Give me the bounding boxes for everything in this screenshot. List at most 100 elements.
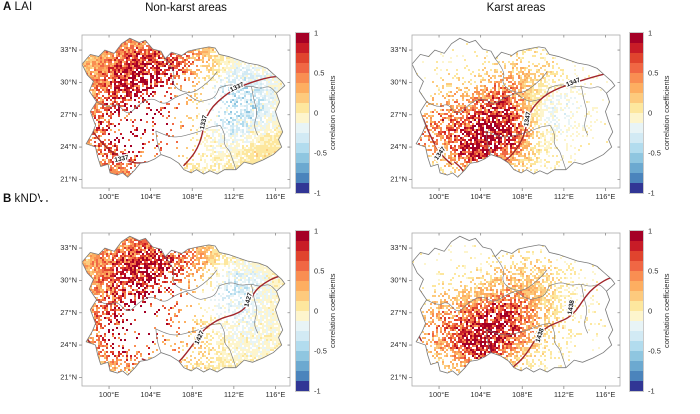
- colorbar-segment: [296, 311, 309, 321]
- colorbar-segment: [630, 341, 643, 351]
- colorbar-segment: [296, 53, 309, 63]
- colorbar-segment: [630, 311, 643, 321]
- colorbar-segment: [630, 351, 643, 361]
- colorbar-tick: 0: [314, 306, 319, 316]
- column-title-nonkarst: Non-karst areas: [145, 2, 227, 14]
- colorbar-gradient: [295, 32, 310, 194]
- colorbar: 1 0.5 0 -0.5 -1 correlation coefficients: [629, 29, 700, 199]
- colorbar-segment: [630, 43, 643, 53]
- column-title-karst: Karst areas: [486, 2, 546, 14]
- map-panel-lai-nonkarst: Non-karst areas 1 0.5 0 -0.5 -1 correlation …: [0, 0, 350, 200]
- colorbar-tick: 0.5: [648, 266, 659, 276]
- colorbar-segment: [296, 251, 309, 261]
- colorbar-segment: [630, 133, 643, 143]
- colorbar-segment: [296, 103, 309, 113]
- colorbar-segment: [630, 371, 643, 381]
- colorbar-segment: [296, 241, 309, 251]
- colorbar-segment: [296, 281, 309, 291]
- colorbar-segment: [630, 163, 643, 173]
- colorbar-segment: [630, 123, 643, 133]
- colorbar-segment: [296, 271, 309, 281]
- colorbar-tick: -0.5: [648, 148, 661, 158]
- map-canvas-lai-karst: [370, 25, 640, 200]
- colorbar-tick: -0.5: [648, 346, 661, 356]
- colorbar-segment: [630, 143, 643, 153]
- colorbar-tick: -1: [648, 188, 655, 198]
- colorbar-segment: [296, 83, 309, 93]
- map-canvas-kndvi-nonkarst: [40, 223, 310, 398]
- colorbar-tick: 0.5: [648, 68, 659, 78]
- colorbar-tick: 0: [648, 306, 653, 316]
- colorbar-tick: 0: [314, 108, 319, 118]
- colorbar-segment: [630, 173, 643, 183]
- colorbar-tick: 0: [648, 108, 653, 118]
- colorbar-segment: [630, 381, 643, 391]
- colorbar-segment: [296, 261, 309, 271]
- colorbar-label: correlation coefficients: [662, 75, 671, 151]
- colorbar-segment: [296, 301, 309, 311]
- colorbar-segment: [630, 281, 643, 291]
- colorbar: 1 0.5 0 -0.5 -1 correlation coefficients: [629, 227, 700, 397]
- colorbar-segment: [630, 113, 643, 123]
- colorbar-gradient: [295, 230, 310, 392]
- colorbar-segment: [630, 63, 643, 73]
- colorbar-tick: -1: [648, 386, 655, 396]
- colorbar-segment: [296, 321, 309, 331]
- map-panel-kndvi-karst: 1 0.5 0 -0.5 -1 correlation coefficients: [350, 198, 700, 398]
- colorbar-segment: [296, 73, 309, 83]
- panel-label-a: A LAI: [3, 1, 32, 13]
- colorbar-segment: [296, 173, 309, 183]
- colorbar-tick: 0.5: [314, 68, 325, 78]
- colorbar-segment: [296, 331, 309, 341]
- colorbar-gradient: [629, 32, 644, 194]
- colorbar-segment: [630, 271, 643, 281]
- colorbar-segment: [296, 381, 309, 391]
- colorbar-segment: [630, 251, 643, 261]
- map-canvas-lai-nonkarst: [40, 25, 310, 200]
- colorbar: 1 0.5 0 -0.5 -1 correlation coefficients: [295, 29, 368, 199]
- colorbar-segment: [630, 361, 643, 371]
- colorbar-segment: [296, 93, 309, 103]
- colorbar-segment: [296, 133, 309, 143]
- colorbar-tick: 1: [314, 28, 319, 38]
- colorbar-segment: [630, 301, 643, 311]
- colorbar-label: correlation coefficients: [328, 75, 337, 151]
- colorbar-segment: [296, 153, 309, 163]
- colorbar-segment: [296, 361, 309, 371]
- colorbar-segment: [296, 341, 309, 351]
- colorbar: 1 0.5 0 -0.5 -1 correlation coefficients: [295, 227, 368, 397]
- colorbar-segment: [296, 43, 309, 53]
- colorbar-segment: [630, 73, 643, 83]
- colorbar-segment: [630, 93, 643, 103]
- colorbar-segment: [630, 53, 643, 63]
- colorbar-segment: [296, 371, 309, 381]
- panel-variable-lai: LAI: [14, 1, 33, 13]
- colorbar-label: correlation coefficients: [328, 273, 337, 349]
- map-panel-kndvi-nonkarst: 1 0.5 0 -0.5 -1 correlation coefficients: [0, 198, 350, 398]
- colorbar-label: correlation coefficients: [662, 273, 671, 349]
- colorbar-segment: [630, 83, 643, 93]
- colorbar-tick: 1: [648, 226, 653, 236]
- colorbar-tick: 1: [314, 226, 319, 236]
- colorbar-segment: [630, 103, 643, 113]
- colorbar-segment: [296, 63, 309, 73]
- colorbar-segment: [296, 231, 309, 241]
- colorbar-segment: [296, 183, 309, 193]
- colorbar-segment: [630, 261, 643, 271]
- colorbar-tick: 0.5: [314, 266, 325, 276]
- colorbar-segment: [630, 183, 643, 193]
- colorbar-segment: [296, 351, 309, 361]
- colorbar-segment: [630, 241, 643, 251]
- colorbar-segment: [630, 331, 643, 341]
- panel-letter-a: A: [3, 1, 12, 13]
- colorbar-segment: [296, 291, 309, 301]
- colorbar-segment: [630, 33, 643, 43]
- colorbar-gradient: [629, 230, 644, 392]
- colorbar-segment: [630, 153, 643, 163]
- colorbar-segment: [296, 143, 309, 153]
- colorbar-segment: [296, 163, 309, 173]
- colorbar-tick: -1: [314, 188, 321, 198]
- colorbar-tick: -0.5: [314, 148, 327, 158]
- map-canvas-kndvi-karst: [370, 223, 640, 398]
